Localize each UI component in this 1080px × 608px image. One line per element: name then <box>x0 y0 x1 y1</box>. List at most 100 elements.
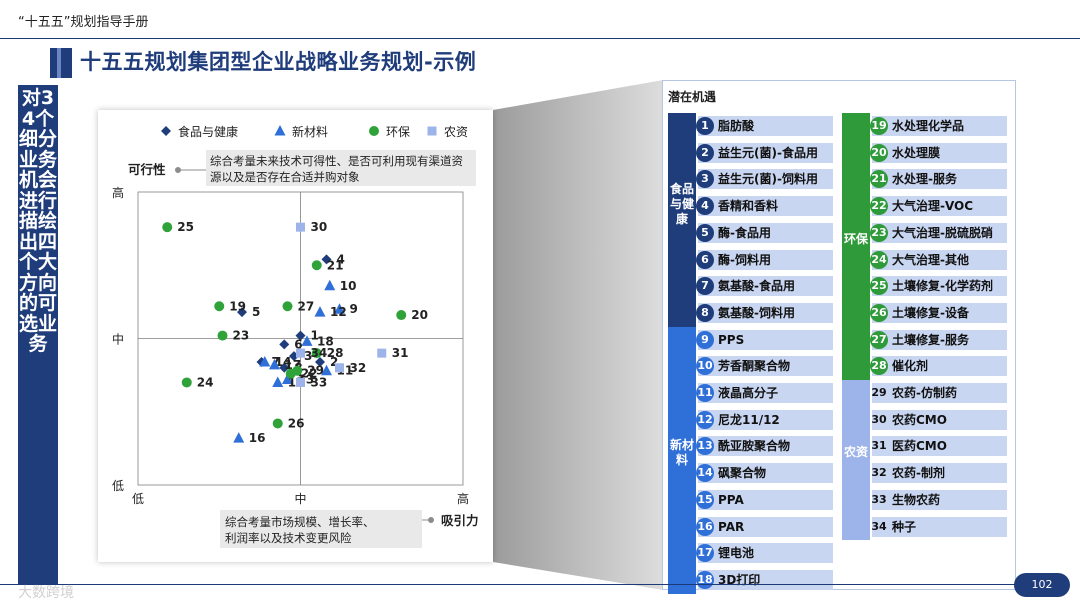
point-10 <box>324 279 336 291</box>
legend-label: 食品与健康 <box>178 124 238 139</box>
item-label: 氨基酸-饲料用 <box>718 305 795 320</box>
item-label: 砜聚合物 <box>718 466 767 481</box>
y-axis-label: 可行性 <box>128 162 166 177</box>
x-note-box <box>220 510 422 548</box>
category-band <box>668 113 696 327</box>
opportunity-item: 4 香精和香料 <box>696 196 833 217</box>
opportunity-item: 5 酶-食品用 <box>696 222 833 243</box>
item-label: PAR <box>718 519 745 534</box>
item-number-badge: 3 <box>696 170 714 189</box>
point-21 <box>311 260 322 271</box>
item-number-badge: 4 <box>696 197 714 216</box>
opportunity-item: 8 氨基酸-饲料用 <box>696 302 833 323</box>
point-19 <box>214 301 225 312</box>
opportunity-item: 10 芳香酮聚合物 <box>696 356 833 377</box>
point-label-21: 21 <box>327 258 344 272</box>
opportunity-item: 18 3D打印 <box>696 569 833 590</box>
item-number-badge: 20 <box>870 143 888 162</box>
opportunity-item: 34 种子 <box>871 516 1007 537</box>
item-label: 脂肪酸 <box>718 119 755 133</box>
opportunity-item: 14 砜聚合物 <box>696 463 833 484</box>
item-label: 医药CMO <box>892 439 947 454</box>
legend-label: 新材料 <box>292 124 328 139</box>
point-17 <box>269 358 280 370</box>
opportunity-item: 29 农药-仿制药 <box>871 383 1007 403</box>
item-number-badge: 11 <box>696 384 714 402</box>
item-number-badge: 18 <box>696 570 714 589</box>
item-number-badge: 6 <box>696 250 714 269</box>
scatter-chart: 低中高低中高食品与健康 新材料 环保 农资综合考量未来技术可得性、是否可利用现有渠道资… <box>112 124 479 548</box>
point-label-34: 34 <box>311 346 328 360</box>
y-tick-label: 高 <box>112 185 124 200</box>
point-label-30: 30 <box>311 220 328 234</box>
y-tick-label: 中 <box>112 332 124 347</box>
opportunity-item: 16 PAR <box>696 516 833 537</box>
opportunity-item: 6 酶-饲料用 <box>696 249 833 270</box>
point-label-26: 26 <box>288 416 305 430</box>
category-label: 新材料 <box>669 437 694 467</box>
item-label: 土壤修复-服务 <box>892 332 969 347</box>
item-label: 土壤修复-设备 <box>892 305 969 320</box>
point-15 <box>272 376 284 387</box>
y-tick-label: 低 <box>112 479 124 493</box>
item-label: 尼龙11/12 <box>718 412 780 427</box>
opportunity-item: 7 氨基酸-食品用 <box>696 276 833 297</box>
legend-label: 农资 <box>444 125 468 139</box>
item-number-badge: 34 <box>871 519 887 533</box>
item-number-badge: 8 <box>696 303 714 322</box>
item-label: 液晶高分子 <box>718 386 779 400</box>
opportunity-item: 23 大气治理-脱硫脱硝 <box>870 222 1007 243</box>
item-number-badge: 25 <box>870 277 888 296</box>
point-6 <box>279 339 290 350</box>
point-5 <box>237 307 247 318</box>
item-number-badge: 24 <box>870 250 888 269</box>
point-18 <box>301 335 313 346</box>
opportunity-item: 2 益生元(菌)-食品用 <box>696 142 833 163</box>
item-label: PPS <box>718 332 745 347</box>
point-label-22: 22 <box>301 367 318 381</box>
item-label: 农药CMO <box>892 412 947 427</box>
item-number-badge: 23 <box>870 223 888 242</box>
opportunity-item: 26 土壤修复-设备 <box>870 302 1007 323</box>
legend-marker <box>161 126 171 136</box>
opportunity-item: 24 大气治理-其他 <box>870 249 1007 270</box>
legend-marker <box>274 125 286 136</box>
opportunity-item: 32 农药-制剂 <box>871 463 1007 484</box>
footer-divider <box>0 584 1016 585</box>
point-label-10: 10 <box>340 279 357 293</box>
opportunity-item: 21 水处理-服务 <box>870 169 1007 190</box>
y-note-line1: 综合考量未来技术可得性、是否可利用现有渠道资 <box>210 154 463 168</box>
opportunity-item: 12 尼龙11/12 <box>696 409 833 430</box>
item-label: 锂电池 <box>718 546 755 561</box>
item-label: 水处理-服务 <box>892 172 957 187</box>
x-tick-label: 高 <box>457 491 469 506</box>
legend-marker <box>369 126 379 136</box>
item-number-badge: 10 <box>696 357 714 376</box>
item-number-badge: 33 <box>871 492 887 506</box>
item-label: 酶-饲料用 <box>718 252 771 267</box>
point-label-5: 5 <box>252 305 260 319</box>
point-label-24: 24 <box>197 375 214 389</box>
point-label-14: 14 <box>275 355 292 369</box>
point-34 <box>296 348 305 358</box>
category-band <box>842 113 870 380</box>
opportunity-item: 9 PPS <box>696 329 833 350</box>
item-number-badge: 13 <box>696 437 714 456</box>
page-title: 十五五规划集团型企业战略业务规划-示例 <box>80 50 477 74</box>
item-label: 芳香酮聚合物 <box>718 359 791 374</box>
title-marker-stripe <box>57 48 61 78</box>
point-label-31: 31 <box>392 346 409 360</box>
opportunity-item: 28 催化剂 <box>870 356 1007 377</box>
point-label-27: 27 <box>298 299 315 313</box>
point-label-9: 9 <box>350 302 358 316</box>
side-title: 对34个细分业务机会进行描绘出四个大方向的可选业务 <box>18 87 57 355</box>
point-4 <box>321 254 332 265</box>
item-number-badge: 30 <box>871 412 887 426</box>
item-number-badge: 26 <box>870 303 888 322</box>
point-9 <box>334 303 345 314</box>
opportunity-item: 17 锂电池 <box>696 543 833 564</box>
point-label-3: 3 <box>304 349 312 363</box>
opportunity-item: 15 PPA <box>696 489 833 510</box>
page-number: 102 <box>1014 573 1070 597</box>
item-number-badge: 21 <box>870 170 888 189</box>
